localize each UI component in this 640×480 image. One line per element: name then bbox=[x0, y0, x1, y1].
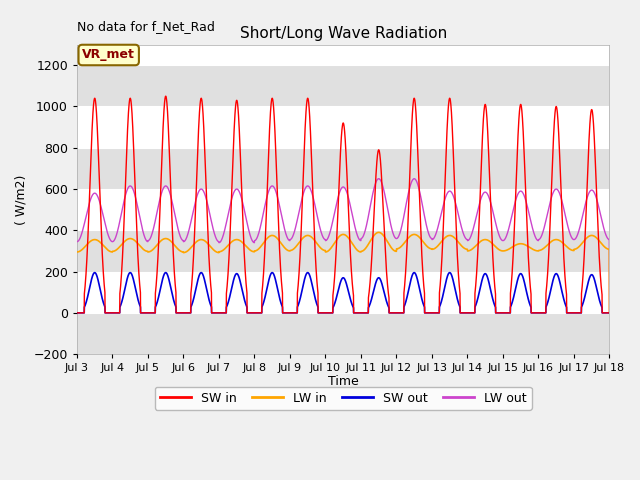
Bar bbox=[77, 313, 609, 354]
Bar bbox=[77, 65, 609, 107]
Y-axis label: ( W/m2): ( W/m2) bbox=[15, 174, 28, 225]
Bar bbox=[77, 148, 609, 189]
Text: VR_met: VR_met bbox=[83, 48, 135, 61]
Text: No data for f_Net_Rad: No data for f_Net_Rad bbox=[77, 20, 215, 33]
Title: Short/Long Wave Radiation: Short/Long Wave Radiation bbox=[239, 25, 447, 41]
Legend: SW in, LW in, SW out, LW out: SW in, LW in, SW out, LW out bbox=[155, 387, 532, 410]
Bar bbox=[77, 230, 609, 272]
X-axis label: Time: Time bbox=[328, 374, 358, 387]
